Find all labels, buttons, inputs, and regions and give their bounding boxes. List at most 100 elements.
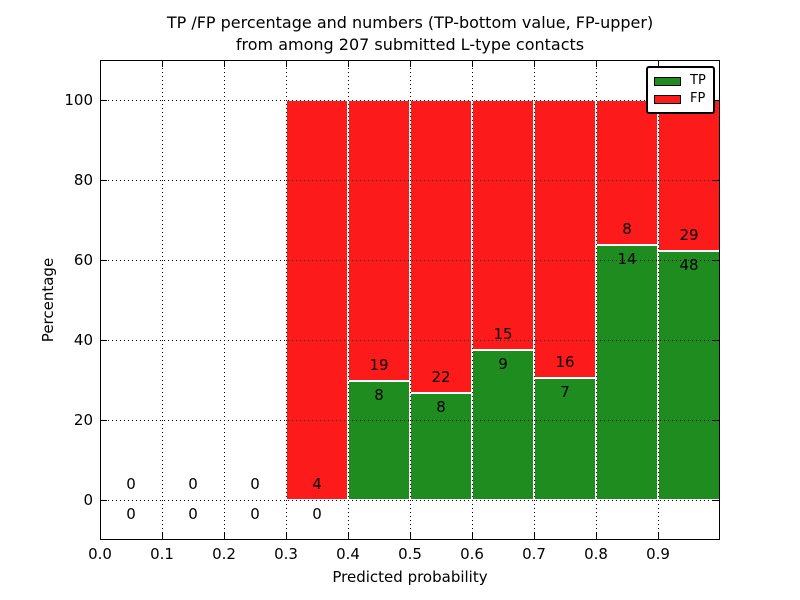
x-tick xyxy=(348,533,349,540)
x-tick xyxy=(286,60,287,67)
x-tick xyxy=(224,533,225,540)
bar-count-label-tp: 0 xyxy=(312,505,322,523)
y-tick xyxy=(100,100,107,101)
x-gridline xyxy=(472,60,473,540)
tp-swatch-icon xyxy=(654,76,681,86)
x-tick xyxy=(162,533,163,540)
y-tick xyxy=(100,180,107,181)
x-tick xyxy=(162,60,163,67)
x-tick xyxy=(286,533,287,540)
bar-count-label-fp: 0 xyxy=(250,475,260,493)
x-tick xyxy=(658,60,659,67)
y-tick xyxy=(713,180,720,181)
legend-entry-tp: TP xyxy=(648,74,713,88)
x-tick xyxy=(719,60,720,67)
bar-count-label-fp: 15 xyxy=(493,325,513,343)
x-tick xyxy=(348,60,349,67)
x-tick xyxy=(596,60,597,67)
y-tick-label: 80 xyxy=(73,171,93,189)
bar-segment-fp xyxy=(596,100,658,246)
x-tick-label: 0.9 xyxy=(646,545,670,563)
bar-segment-tp xyxy=(596,245,658,500)
x-tick-label: 0.7 xyxy=(522,545,546,563)
bar-count-label-tp: 7 xyxy=(560,383,570,402)
bar-count-label-tp: 0 xyxy=(188,505,198,523)
x-tick xyxy=(719,533,720,540)
bar-count-label-fp: 4 xyxy=(312,475,322,493)
bar-count-label-tp: 8 xyxy=(374,386,384,405)
x-tick-label: 0.0 xyxy=(88,545,112,563)
x-gridline xyxy=(596,60,597,540)
y-tick-label: 0 xyxy=(83,491,93,509)
x-tick-label: 0.6 xyxy=(460,545,484,563)
y-tick xyxy=(713,100,720,101)
x-tick-label: 0.3 xyxy=(274,545,298,563)
legend-label-fp: FP xyxy=(690,91,706,106)
x-tick-label: 0.2 xyxy=(212,545,236,563)
x-tick xyxy=(534,60,535,67)
bar-count-label-fp: 0 xyxy=(126,475,136,493)
x-gridline xyxy=(286,60,287,540)
bar-segment-tp xyxy=(472,350,534,500)
y-tick xyxy=(100,500,107,501)
y-tick xyxy=(100,340,107,341)
bar-count-label-tp: 0 xyxy=(250,505,260,523)
x-gridline xyxy=(348,60,349,540)
chart-title-line1: TP /FP percentage and numbers (TP-bottom… xyxy=(166,13,654,32)
bar-count-label-tp: 8 xyxy=(436,398,446,417)
y-tick xyxy=(100,420,107,421)
bar-count-label-fp: 19 xyxy=(369,356,389,375)
y-tick xyxy=(100,260,107,261)
x-tick-label: 0.5 xyxy=(398,545,422,563)
x-tick-label: 0.1 xyxy=(150,545,174,563)
x-gridline xyxy=(162,60,163,540)
x-tick xyxy=(596,533,597,540)
legend-label-tp: TP xyxy=(690,73,706,88)
bar-count-label-tp: 0 xyxy=(126,505,136,523)
x-gridline xyxy=(410,60,411,540)
bar-count-label-fp: 8 xyxy=(622,220,632,239)
bar-segment-fp xyxy=(348,100,410,382)
bar-count-label-tp: 14 xyxy=(617,250,637,269)
x-tick-label: 0.4 xyxy=(336,545,360,563)
x-tick xyxy=(534,533,535,540)
x-tick xyxy=(410,60,411,67)
y-tick xyxy=(713,260,720,261)
y-tick-label: 60 xyxy=(73,251,93,269)
legend: TP FP xyxy=(646,66,715,114)
x-tick xyxy=(100,60,101,67)
bar-segment-fp xyxy=(286,100,348,500)
x-tick xyxy=(472,533,473,540)
bar-count-label-tp: 48 xyxy=(679,255,699,274)
bar-segment-fp xyxy=(534,100,596,379)
bar-count-label-fp: 29 xyxy=(679,225,699,244)
x-tick xyxy=(472,60,473,67)
legend-entry-fp: FP xyxy=(648,92,713,106)
chart-title: TP /FP percentage and numbers (TP-bottom… xyxy=(100,12,720,56)
bar-count-label-fp: 0 xyxy=(188,475,198,493)
chart-title-line2: from among 207 submitted L-type contacts xyxy=(235,35,585,54)
x-tick xyxy=(658,533,659,540)
bar-count-label-tp: 9 xyxy=(498,355,508,373)
fp-swatch-icon xyxy=(654,94,681,104)
x-tick-label: 0.8 xyxy=(584,545,608,563)
x-gridline xyxy=(534,60,535,540)
y-tick xyxy=(713,500,720,501)
x-gridline xyxy=(658,60,659,540)
y-tick-label: 40 xyxy=(73,331,93,349)
bar-segment-fp xyxy=(410,100,472,394)
x-tick xyxy=(410,533,411,540)
x-tick xyxy=(100,533,101,540)
x-gridline xyxy=(224,60,225,540)
bar-count-label-fp: 16 xyxy=(555,353,575,372)
y-tick-label: 100 xyxy=(64,91,93,109)
x-tick xyxy=(224,60,225,67)
bar-count-label-fp: 22 xyxy=(431,368,451,387)
bar-segment-fp xyxy=(472,100,534,350)
x-axis-label: Predicted probability xyxy=(332,568,488,586)
y-tick xyxy=(713,420,720,421)
y-tick xyxy=(713,340,720,341)
bar-segment-tp xyxy=(658,250,720,500)
plot-area: 0 0 0 0 0 0 4 0 19 8 22 8 15 9 16 7 8 14 29 48 xyxy=(100,60,720,540)
